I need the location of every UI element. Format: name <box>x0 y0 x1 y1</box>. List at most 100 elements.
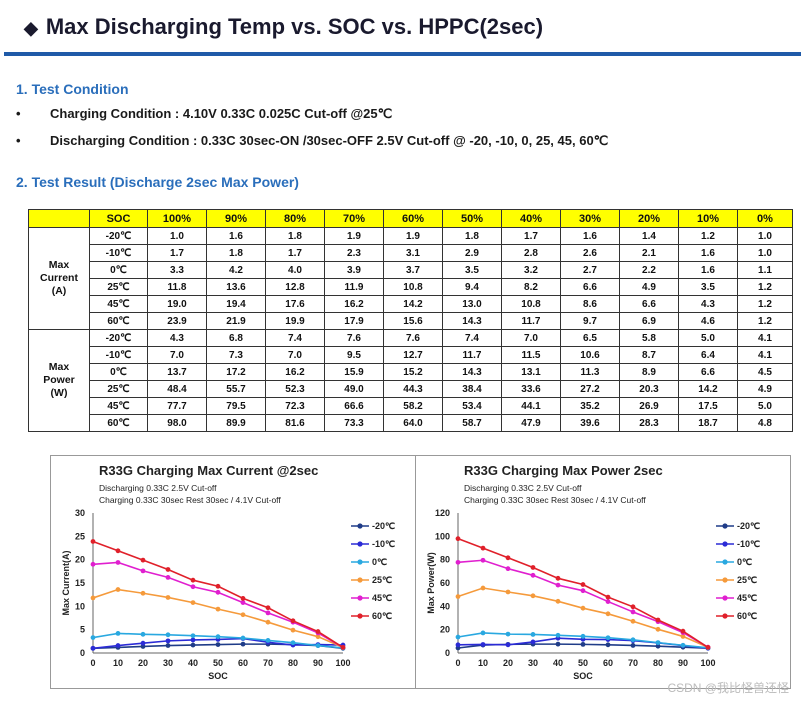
value-cell: 16.2 <box>324 295 384 313</box>
data-point <box>190 633 196 639</box>
y-tick-label: 0 <box>445 648 450 658</box>
data-point <box>555 632 561 638</box>
value-cell: 7.6 <box>324 329 384 347</box>
value-cell: 58.7 <box>442 414 502 432</box>
value-cell: 4.1 <box>737 346 793 364</box>
data-point <box>215 642 221 647</box>
legend-marker <box>722 613 728 619</box>
value-cell: 10.8 <box>501 295 561 313</box>
table-row: -10℃ 1.7 1.8 1.7 2.3 3.1 2.9 2.8 2.6 2.1 1.6 1.0 <box>29 244 793 262</box>
table-row: Max Current (A) -20℃ 1.0 1.6 1.8 1.9 1.9 1.8 1.7 1.… <box>28 227 793 330</box>
data-point <box>190 637 196 643</box>
data-point <box>555 598 561 604</box>
temp-cell: -20℃ <box>89 227 148 245</box>
value-cell: 1.6 <box>560 227 620 245</box>
data-point <box>115 548 121 554</box>
value-cell: 8.2 <box>501 278 561 296</box>
value-cell: 58.2 <box>383 397 443 415</box>
data-point <box>605 599 611 604</box>
y-tick-label: 100 <box>435 531 450 541</box>
value-cell: 6.6 <box>678 363 738 381</box>
legend-label: 25℃ <box>372 575 392 585</box>
data-point <box>265 638 271 643</box>
value-cell: 17.5 <box>678 397 738 415</box>
data-point <box>680 634 686 639</box>
data-point <box>215 583 221 589</box>
table-row: 60℃ 23.9 21.9 19.9 17.9 15.6 14.3 11.7 9.7 6.9 4.6… <box>29 312 793 330</box>
value-cell: 7.4 <box>442 329 502 347</box>
data-point <box>215 606 221 612</box>
data-point <box>480 557 486 563</box>
y-tick-label: 30 <box>75 508 85 518</box>
data-point <box>530 632 536 637</box>
data-point <box>630 604 636 610</box>
y-tick-label: 15 <box>75 578 85 588</box>
y-tick-label: 60 <box>440 578 450 588</box>
data-point <box>655 640 661 646</box>
value-cell: 1.4 <box>619 227 679 245</box>
x-tick-label: 40 <box>553 658 563 668</box>
y-tick-label: 0 <box>80 648 85 658</box>
value-cell: 3.5 <box>442 261 502 279</box>
x-tick-label: 40 <box>188 658 198 668</box>
value-cell: 4.3 <box>147 329 207 347</box>
value-cell: 23.9 <box>147 312 207 330</box>
table-row: 0℃ 13.7 17.2 16.2 15.9 15.2 14.3 13.1 11.3 8.9 6.6… <box>29 363 793 381</box>
data-point <box>505 555 511 561</box>
value-cell: 1.6 <box>206 227 266 245</box>
table-row: 60℃ 98.0 89.9 81.6 73.3 64.0 58.7 47.9 39.6 28.3 1… <box>29 414 793 432</box>
value-cell: 11.8 <box>147 278 207 296</box>
temp-cell: 0℃ <box>89 261 148 279</box>
table-row: 45℃ 19.0 19.4 17.6 16.2 14.2 13.0 10.8 8.6 6.6 4.3… <box>29 295 793 313</box>
value-cell: 1.0 <box>737 244 793 262</box>
value-cell: 14.2 <box>678 380 738 398</box>
data-point <box>580 605 586 611</box>
value-cell: 26.9 <box>619 397 679 415</box>
temp-cell: 45℃ <box>89 295 148 313</box>
bullet-icon: • <box>16 133 21 148</box>
x-tick-label: 50 <box>578 658 588 668</box>
chart-subtitle: Discharging 0.33C 2.5V Cut-off <box>464 483 582 493</box>
value-cell: 1.8 <box>265 227 325 245</box>
y-tick-label: 10 <box>75 601 85 611</box>
page-title: ◆ Max Discharging Temp vs. SOC vs. HPPC(2… <box>24 14 544 39</box>
value-cell: 17.6 <box>265 295 325 313</box>
data-point <box>140 640 146 646</box>
section-heading-test-result: 2. Test Result (Discharge 2sec Max Power… <box>16 174 299 190</box>
legend-marker <box>722 541 728 547</box>
data-point <box>90 595 96 601</box>
value-cell: 6.6 <box>619 295 679 313</box>
legend-marker <box>722 577 728 583</box>
group-label-cell: Max Current (A) <box>28 227 90 330</box>
data-point <box>90 561 96 567</box>
value-cell: 73.3 <box>324 414 384 432</box>
data-point <box>265 619 271 625</box>
section-heading-test-condition: 1. Test Condition <box>16 81 129 97</box>
value-cell: 17.2 <box>206 363 266 381</box>
data-point <box>140 590 146 596</box>
legend-marker <box>357 613 363 619</box>
value-cell: 15.6 <box>383 312 443 330</box>
x-tick-label: 30 <box>528 658 538 668</box>
value-cell: 4.6 <box>678 312 738 330</box>
x-tick-label: 90 <box>678 658 688 668</box>
data-point <box>265 605 271 611</box>
data-point <box>455 634 461 640</box>
x-tick-label: 60 <box>603 658 613 668</box>
value-cell: 19.9 <box>265 312 325 330</box>
value-cell: 14.2 <box>383 295 443 313</box>
x-tick-label: 80 <box>653 658 663 668</box>
y-tick-label: 25 <box>75 531 85 541</box>
value-cell: 17.9 <box>324 312 384 330</box>
value-cell: 11.7 <box>442 346 502 364</box>
data-point <box>265 610 271 616</box>
value-cell: 15.9 <box>324 363 384 381</box>
value-cell: 1.7 <box>265 244 325 262</box>
value-cell: 13.1 <box>501 363 561 381</box>
value-cell: 3.5 <box>678 278 738 296</box>
value-cell: 15.2 <box>383 363 443 381</box>
group-label-cell: Max Power (W) <box>28 329 90 432</box>
value-cell: 10.6 <box>560 346 620 364</box>
value-cell: 6.9 <box>619 312 679 330</box>
chart-max-power: R33G Charging Max Power 2sec Discharging … <box>415 455 791 689</box>
